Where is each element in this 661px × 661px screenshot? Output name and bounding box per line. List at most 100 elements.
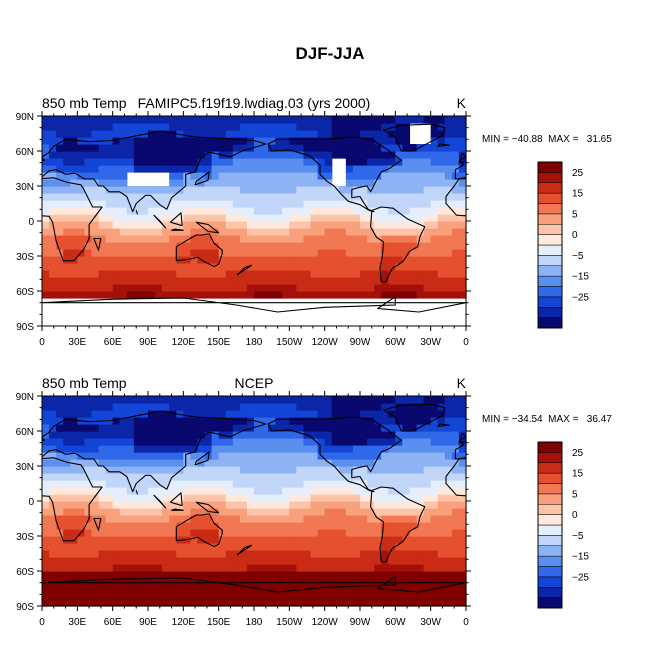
field-cell xyxy=(303,172,312,180)
field-cell xyxy=(140,431,149,439)
field-cell xyxy=(133,165,142,173)
field-cell xyxy=(112,277,121,285)
field-cell xyxy=(345,529,354,537)
field-cell xyxy=(204,165,213,173)
field-cell xyxy=(42,480,50,488)
field-cell xyxy=(183,221,191,229)
field-cell xyxy=(155,571,163,579)
field-cell xyxy=(254,242,262,250)
field-cell xyxy=(225,284,234,292)
colorbar-label: −25 xyxy=(572,572,589,583)
field-cell xyxy=(324,445,333,453)
field-cell xyxy=(317,438,326,446)
field-cell xyxy=(162,571,170,579)
field-cell xyxy=(225,403,234,411)
field-cell xyxy=(225,501,234,509)
field-cell xyxy=(91,403,100,411)
field-cell xyxy=(409,501,418,509)
field-cell xyxy=(98,445,107,453)
field-cell xyxy=(261,172,269,180)
field-cell xyxy=(444,515,453,523)
field-cell xyxy=(133,543,142,551)
field-cell xyxy=(133,487,142,495)
field-cell xyxy=(303,599,312,607)
field-cell xyxy=(345,578,354,586)
x-tick-label: 150E xyxy=(207,617,231,628)
field-cell xyxy=(232,165,241,173)
field-cell xyxy=(119,123,128,131)
field-cell xyxy=(282,130,290,138)
field-cell xyxy=(190,424,199,432)
field-cell xyxy=(63,179,71,187)
field-cell xyxy=(360,578,368,586)
field-cell xyxy=(268,249,276,257)
field-cell xyxy=(155,242,163,250)
field-cell xyxy=(282,431,290,439)
field-cell xyxy=(324,137,333,145)
field-cell xyxy=(360,228,368,236)
field-cell xyxy=(303,186,312,194)
field-cell xyxy=(126,431,135,439)
field-cell xyxy=(162,200,170,208)
field-cell xyxy=(360,165,368,173)
field-cell xyxy=(303,158,312,166)
field-cell xyxy=(70,550,78,558)
field-cell xyxy=(133,277,142,285)
field-cell xyxy=(289,116,297,124)
field-cell xyxy=(360,452,368,460)
field-cell xyxy=(239,242,248,250)
field-cell xyxy=(42,578,50,586)
field-cell xyxy=(211,557,220,565)
field-cell xyxy=(381,501,389,509)
field-cell xyxy=(402,487,411,495)
field-cell xyxy=(310,543,319,551)
field-cell xyxy=(430,207,439,215)
field-cell xyxy=(345,473,354,481)
field-cell xyxy=(42,599,50,607)
coastline xyxy=(175,513,223,548)
field-cell xyxy=(225,599,234,607)
field-cell xyxy=(77,291,85,299)
field-cell xyxy=(84,123,93,131)
field-cell xyxy=(77,228,85,236)
field-cell xyxy=(133,396,142,404)
field-cell xyxy=(225,221,234,229)
field-cell xyxy=(303,543,312,551)
field-cell xyxy=(409,151,418,159)
field-cell xyxy=(388,480,396,488)
field-cell xyxy=(409,473,418,481)
field-cell xyxy=(282,123,290,131)
field-cell xyxy=(225,242,234,250)
field-cell xyxy=(70,200,78,208)
y-tick-label: 90S xyxy=(16,602,34,613)
field-cell xyxy=(204,158,213,166)
field-cell xyxy=(324,417,333,425)
field-cell xyxy=(190,249,199,257)
field-cell xyxy=(367,179,375,187)
field-cell xyxy=(261,200,269,208)
field-cell xyxy=(423,543,432,551)
field-cell xyxy=(119,473,128,481)
field-cell xyxy=(162,221,170,229)
field-cell xyxy=(296,116,305,124)
field-cell xyxy=(105,529,114,537)
field-cell xyxy=(105,424,114,432)
field-cell xyxy=(345,270,354,278)
field-cell xyxy=(444,438,453,446)
field-cell xyxy=(190,144,199,152)
field-cell xyxy=(367,228,375,236)
field-cell xyxy=(310,214,319,222)
field-cell xyxy=(63,515,71,523)
field-cell xyxy=(77,123,85,131)
field-cell xyxy=(112,228,121,236)
field-cell xyxy=(56,466,64,474)
field-cell xyxy=(451,599,460,607)
field-cell xyxy=(155,228,163,236)
field-cell xyxy=(183,508,191,516)
field-cell xyxy=(49,452,57,460)
field-cell xyxy=(338,403,347,411)
field-cell xyxy=(169,172,177,180)
field-cell xyxy=(268,403,276,411)
field-cell xyxy=(63,396,71,404)
field-cell xyxy=(367,396,375,404)
